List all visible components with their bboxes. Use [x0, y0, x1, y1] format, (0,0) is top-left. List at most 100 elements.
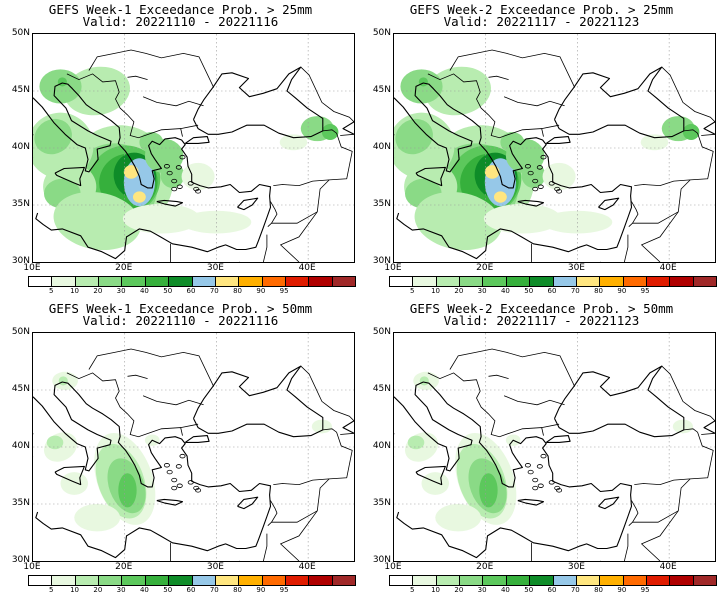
colorbar-swatch [413, 576, 437, 585]
panel-title: GEFS Week-2 Exceedance Prob. > 25mm [409, 2, 674, 17]
island-shape [556, 488, 563, 493]
colorbar-swatch [215, 576, 240, 585]
colorbar [28, 276, 356, 287]
map-canvas [33, 333, 354, 561]
border-shape [127, 374, 148, 379]
colorbar-label: 60 [547, 287, 557, 295]
colorbar [28, 575, 356, 586]
colorbar-swatch [693, 576, 717, 585]
colorbar-swatch [169, 576, 193, 585]
coastline-shape [415, 465, 446, 486]
colorbar-swatch [506, 576, 531, 585]
colorbar-swatch [192, 277, 216, 286]
probability-area [74, 504, 121, 532]
colorbar-label: 10 [431, 287, 441, 295]
colorbar-swatch [390, 277, 414, 286]
colorbar-label: 20 [454, 586, 464, 594]
probability-area [60, 472, 89, 495]
border-shape [180, 124, 199, 129]
colorbar-label: 40 [500, 586, 510, 594]
border-shape [279, 510, 318, 561]
longitude-label: 30E [567, 562, 585, 572]
colorbar-label: 40 [139, 586, 149, 594]
colorbar-swatch [623, 277, 647, 286]
colorbar-label: 20 [93, 586, 103, 594]
border-shape [632, 179, 691, 224]
border-shape [180, 423, 199, 428]
border-shape [449, 348, 576, 387]
coastline-shape [192, 66, 324, 139]
probability-area [493, 191, 507, 203]
probability-area [682, 124, 700, 141]
probability-area [181, 162, 215, 191]
border-shape [300, 66, 354, 123]
colorbar-swatch [239, 277, 263, 286]
colorbar-swatch [169, 277, 193, 286]
coastline-shape [237, 197, 259, 211]
colorbar-swatch [52, 277, 76, 286]
island-shape [532, 477, 539, 483]
colorbar-swatch [122, 277, 146, 286]
border-shape [661, 365, 715, 422]
latitude-label: 30N [372, 555, 391, 565]
island-shape [163, 164, 170, 169]
colorbar-swatch [285, 576, 310, 585]
colorbar-label: 70 [209, 586, 219, 594]
island-shape [176, 483, 183, 488]
colorbar-label: 80 [594, 287, 604, 295]
latitude-label: 40N [11, 441, 30, 451]
longitude-label: 30E [206, 263, 224, 273]
colorbar-swatch [262, 576, 286, 585]
colorbar-swatch [483, 576, 507, 585]
border-shape [66, 372, 183, 438]
border-shape [427, 372, 544, 438]
island-shape [171, 178, 178, 184]
border-shape [541, 124, 560, 129]
latitude-label: 30N [11, 555, 30, 565]
colorbar-label: 60 [186, 287, 196, 295]
island-shape [537, 483, 544, 488]
island-shape [187, 480, 194, 485]
island-shape [536, 464, 543, 469]
colorbar-label: 5 [49, 287, 54, 295]
border-shape [88, 348, 215, 387]
latitude-label: 35N [372, 498, 391, 508]
border-shape [503, 395, 565, 406]
border-shape [273, 428, 353, 486]
border-shape [634, 428, 714, 486]
coastline-shape [342, 420, 354, 434]
probability-area [132, 191, 146, 203]
border-shape [488, 75, 509, 80]
island-shape [175, 165, 182, 170]
colorbar-swatch [309, 576, 333, 585]
probability-area [34, 118, 72, 155]
longitude-label: 10E [384, 263, 402, 273]
island-shape [527, 170, 534, 176]
coastline-shape [394, 381, 633, 559]
island-shape [163, 463, 170, 468]
colorbar-swatch [436, 576, 461, 585]
panel-title: GEFS Week-1 Exceedance Prob. > 25mm [48, 2, 313, 17]
probability-area [435, 504, 482, 532]
colorbar-label: 30 [477, 586, 487, 594]
colorbar-swatch [75, 277, 100, 286]
island-shape [179, 154, 186, 160]
longitude-label: 40E [298, 263, 316, 273]
border-shape [273, 129, 353, 187]
longitude-label: 20E [115, 562, 133, 572]
border-shape [541, 423, 560, 428]
border-shape [262, 234, 268, 262]
coastline-shape [156, 199, 184, 207]
colorbar-swatch [52, 576, 76, 585]
island-shape [540, 154, 547, 160]
probability-area [46, 435, 64, 450]
probability-area [279, 134, 308, 151]
border-shape [127, 75, 148, 80]
colorbar-swatch [390, 576, 414, 585]
border-shape [142, 96, 204, 107]
probability-area [123, 165, 139, 179]
border-shape [628, 201, 639, 227]
colorbar-label: 90 [617, 287, 627, 295]
probability-area [39, 69, 82, 104]
probability-area [421, 472, 450, 495]
